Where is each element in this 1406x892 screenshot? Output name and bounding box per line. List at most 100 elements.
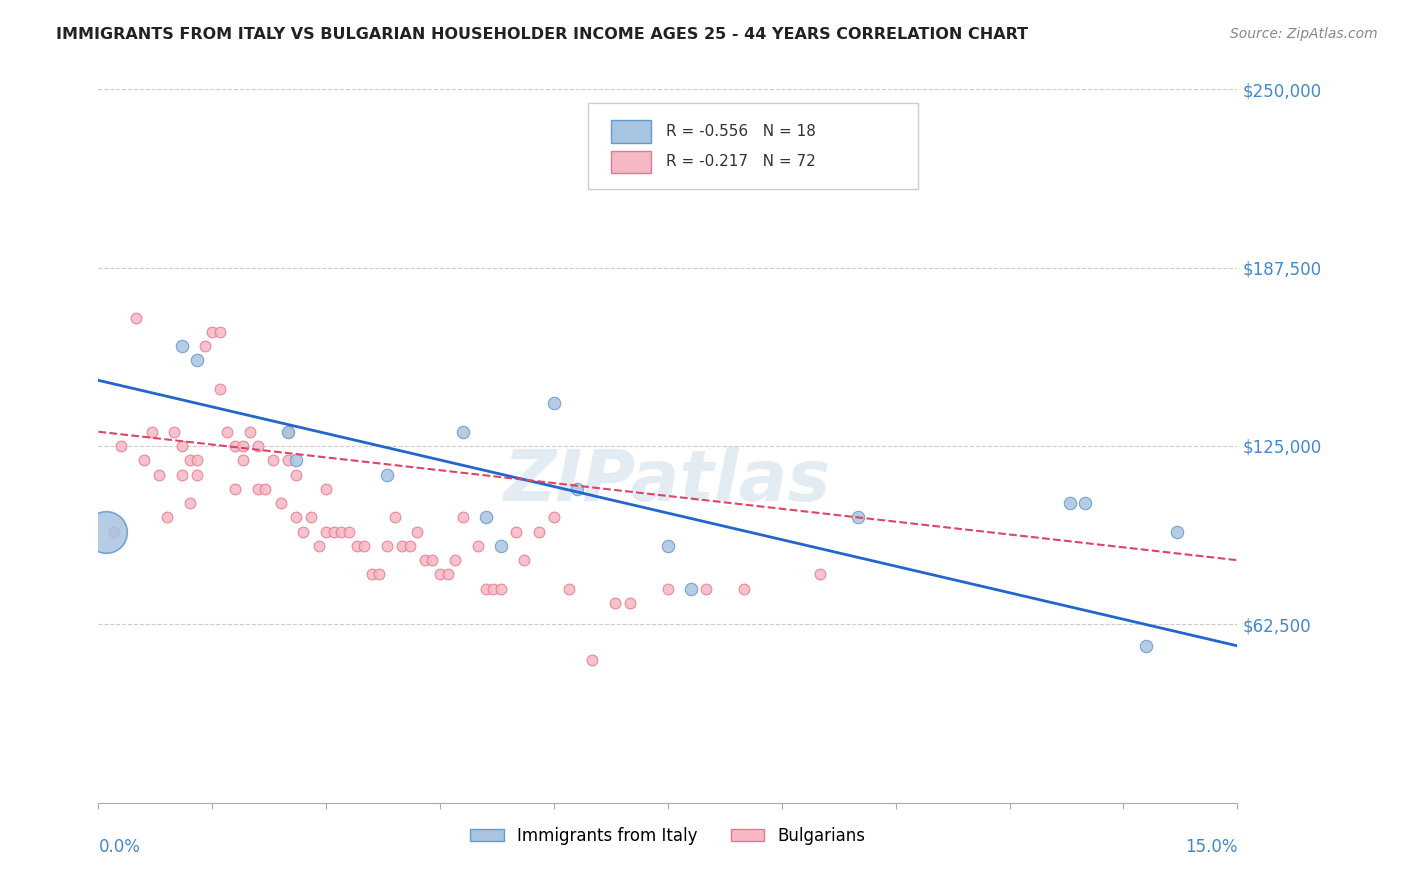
Point <box>489 582 512 596</box>
Point <box>156 510 179 524</box>
Point <box>619 596 641 610</box>
Point <box>558 582 581 596</box>
Point <box>284 467 307 482</box>
Point <box>277 425 299 439</box>
Point <box>1074 496 1097 510</box>
Point <box>603 596 626 610</box>
Point <box>527 524 550 539</box>
Point <box>277 425 299 439</box>
Point <box>208 325 231 339</box>
Point <box>657 582 679 596</box>
Point <box>322 524 344 539</box>
Point <box>1135 639 1157 653</box>
Point <box>444 553 467 567</box>
Point <box>657 539 679 553</box>
FancyBboxPatch shape <box>612 151 651 173</box>
Point <box>270 496 292 510</box>
Point <box>346 539 368 553</box>
Point <box>179 453 201 467</box>
Point <box>141 425 163 439</box>
Point <box>232 439 254 453</box>
Point <box>398 539 420 553</box>
Point <box>543 396 565 410</box>
Point <box>232 453 254 467</box>
Point <box>246 482 269 496</box>
Point <box>1059 496 1081 510</box>
Point <box>239 425 262 439</box>
Point <box>679 582 702 596</box>
Point <box>110 439 132 453</box>
Point <box>194 339 217 353</box>
Point <box>474 510 496 524</box>
Point <box>360 567 382 582</box>
Point <box>170 467 193 482</box>
Point <box>103 524 125 539</box>
Point <box>482 582 505 596</box>
Point <box>512 553 534 567</box>
Point <box>315 482 337 496</box>
Point <box>543 510 565 524</box>
Point <box>581 653 603 667</box>
Point <box>163 425 186 439</box>
Point <box>375 539 398 553</box>
Point <box>353 539 375 553</box>
Point <box>375 467 398 482</box>
Point <box>808 567 831 582</box>
Point <box>695 582 717 596</box>
Text: ZIPatlas: ZIPatlas <box>505 447 831 516</box>
Point <box>474 582 496 596</box>
Point <box>186 353 208 368</box>
Point <box>565 482 588 496</box>
Point <box>422 553 444 567</box>
Point <box>1166 524 1188 539</box>
Point <box>489 539 512 553</box>
Point <box>254 482 277 496</box>
Point <box>330 524 353 539</box>
Point <box>262 453 284 467</box>
Point <box>436 567 458 582</box>
Point <box>384 510 406 524</box>
Point <box>368 567 391 582</box>
Text: R = -0.217   N = 72: R = -0.217 N = 72 <box>665 154 815 169</box>
Point <box>277 453 299 467</box>
Legend: Immigrants from Italy, Bulgarians: Immigrants from Italy, Bulgarians <box>464 821 872 852</box>
Point <box>733 582 755 596</box>
Point <box>179 496 201 510</box>
Point <box>391 539 413 553</box>
Point <box>217 425 239 439</box>
Text: Source: ZipAtlas.com: Source: ZipAtlas.com <box>1230 27 1378 41</box>
Point <box>186 453 208 467</box>
Point <box>224 482 246 496</box>
FancyBboxPatch shape <box>612 120 651 143</box>
Text: IMMIGRANTS FROM ITALY VS BULGARIAN HOUSEHOLDER INCOME AGES 25 - 44 YEARS CORRELA: IMMIGRANTS FROM ITALY VS BULGARIAN HOUSE… <box>56 27 1028 42</box>
Point <box>451 425 474 439</box>
Point <box>505 524 527 539</box>
Point <box>125 310 148 325</box>
Text: 15.0%: 15.0% <box>1185 838 1237 856</box>
Point <box>208 382 231 396</box>
Point <box>94 524 117 539</box>
Point <box>337 524 360 539</box>
Point <box>224 439 246 453</box>
Point <box>451 510 474 524</box>
Point <box>170 439 193 453</box>
Point <box>429 567 451 582</box>
Point <box>308 539 330 553</box>
Point <box>186 467 208 482</box>
Point <box>406 524 429 539</box>
Point <box>292 524 315 539</box>
Point <box>246 439 269 453</box>
Point <box>413 553 436 567</box>
Point <box>201 325 224 339</box>
Point <box>284 510 307 524</box>
FancyBboxPatch shape <box>588 103 918 189</box>
Point <box>148 467 170 482</box>
Point <box>284 453 307 467</box>
Point <box>846 510 869 524</box>
Point <box>315 524 337 539</box>
Point <box>299 510 322 524</box>
Text: R = -0.556   N = 18: R = -0.556 N = 18 <box>665 124 815 139</box>
Point <box>170 339 193 353</box>
Point <box>132 453 155 467</box>
Point <box>467 539 489 553</box>
